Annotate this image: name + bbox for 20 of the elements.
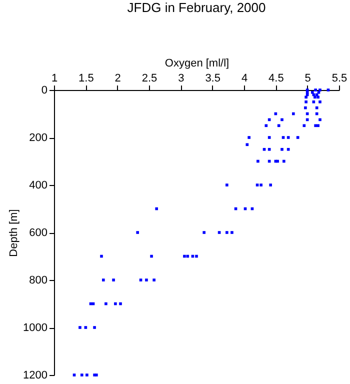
x-tick-label: 5: [304, 72, 311, 84]
y-tick-label: 1000: [23, 322, 48, 334]
x-tick-label: 3.5: [205, 72, 220, 84]
x-tick-label: 3: [178, 72, 184, 84]
x-tick-label: 4.5: [268, 72, 284, 84]
chart-title: JFDG in February, 2000: [127, 0, 266, 15]
y-tick-label: 800: [29, 274, 48, 286]
y-tick-label: 1200: [23, 370, 48, 382]
y-tick-label: 400: [29, 180, 48, 192]
x-tick-label: 2: [114, 72, 121, 84]
x-tick-label: 1: [51, 72, 58, 84]
y-axis-title: Depth [m]: [8, 209, 20, 257]
x-axis-title: Oxygen [ml/l]: [164, 58, 230, 70]
y-tick-label: 600: [29, 227, 48, 239]
x-tick-label: 4: [241, 72, 248, 84]
y-tick-label: 200: [29, 132, 48, 144]
y-tick-label: 0: [41, 84, 48, 96]
x-tick-label: 5.5: [332, 72, 348, 84]
x-tick-label: 2.5: [142, 72, 158, 84]
x-tick-label: 1.5: [78, 72, 94, 84]
